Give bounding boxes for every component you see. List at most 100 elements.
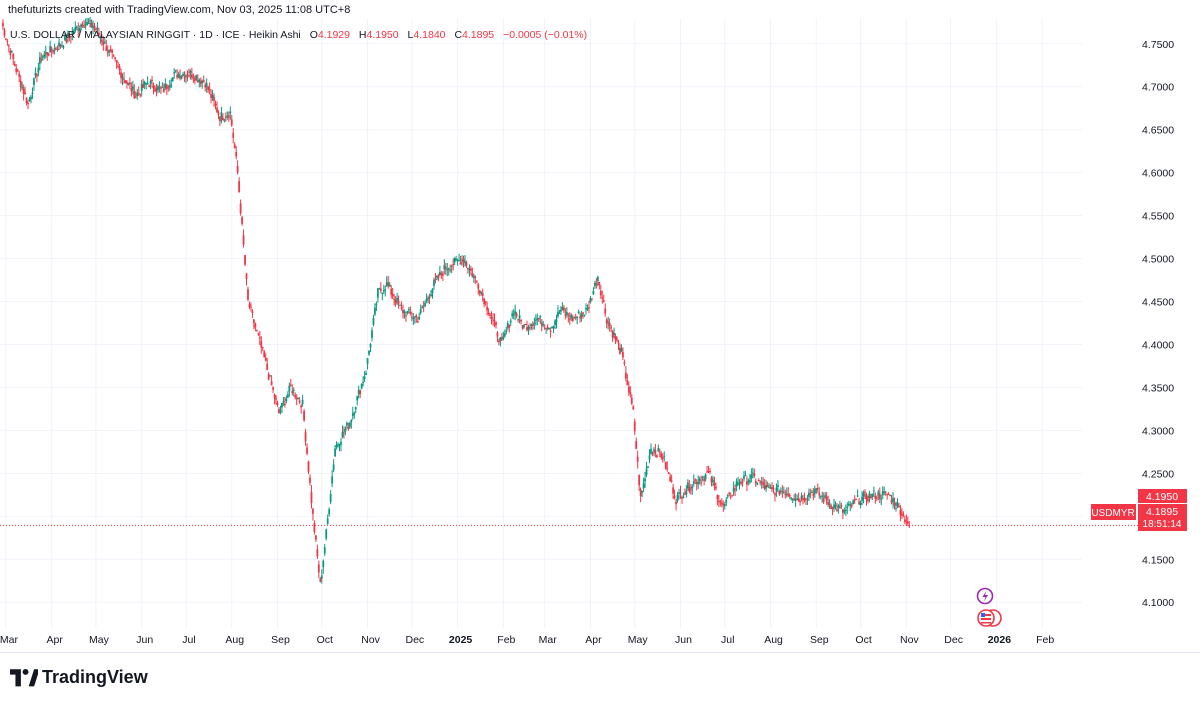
- candle-body: [348, 422, 351, 427]
- candle-body: [605, 319, 608, 324]
- candle-body: [623, 361, 626, 364]
- countdown-badge: 18:51:14: [1143, 519, 1182, 530]
- candle-body: [422, 305, 425, 307]
- high-value: 4.1950: [366, 29, 399, 41]
- candle-body: [868, 493, 871, 499]
- candle-body: [552, 326, 555, 328]
- candle-body: [816, 488, 819, 490]
- candle-body: [595, 282, 598, 286]
- candle-body: [354, 406, 357, 410]
- candle-body: [867, 498, 869, 502]
- candle-body: [270, 381, 273, 386]
- candle-body: [431, 288, 434, 293]
- candle-body: [533, 323, 536, 325]
- candle-body: [117, 66, 119, 68]
- candle-body: [202, 80, 205, 83]
- candle-body: [630, 397, 633, 404]
- candle-body: [40, 58, 43, 60]
- candle-body: [285, 398, 288, 402]
- candle-body: [400, 307, 403, 309]
- candle-body: [586, 308, 589, 310]
- candle-body: [410, 316, 413, 318]
- symbol-legend[interactable]: U.S. DOLLAR / MALAYSIAN RINGGIT · 1D · I…: [10, 29, 587, 41]
- candle-body: [353, 412, 356, 415]
- candle-body: [492, 319, 494, 321]
- candle-body: [717, 500, 720, 502]
- candle-body: [843, 510, 846, 513]
- candle-body: [103, 42, 106, 44]
- candle-body: [626, 380, 629, 386]
- candle-body: [601, 297, 604, 299]
- candle-body: [263, 351, 266, 358]
- symbol-description[interactable]: U.S. DOLLAR / MALAYSIAN RINGGIT · 1D · I…: [10, 29, 301, 41]
- candle-body: [286, 394, 289, 398]
- candle-body: [165, 84, 168, 89]
- candle-body: [754, 480, 757, 483]
- candle-body: [312, 508, 314, 514]
- candle-body: [874, 496, 877, 499]
- candle-body: [596, 276, 599, 281]
- candle-body: [279, 410, 282, 412]
- candle-body: [120, 72, 122, 78]
- candle-body: [303, 411, 305, 421]
- candle-body: [772, 488, 775, 490]
- candle-body: [740, 481, 742, 484]
- candle-body: [472, 275, 475, 279]
- candle-body: [560, 309, 562, 312]
- candle-body: [695, 481, 698, 485]
- candle-body: [580, 313, 583, 318]
- us-flag-icon[interactable]: [977, 609, 1002, 627]
- candle-body: [902, 513, 905, 515]
- candle-body: [22, 88, 25, 94]
- candle-body: [356, 396, 359, 401]
- candle-body: [382, 290, 385, 292]
- candle-body: [227, 115, 230, 118]
- candle-body: [205, 83, 208, 87]
- price-tick-label: 4.4000: [1142, 339, 1174, 351]
- time-tick-label: Apr: [585, 634, 602, 646]
- candle-body: [310, 491, 313, 504]
- candle-body: [182, 73, 184, 77]
- candle-body: [223, 119, 226, 121]
- candle-body: [777, 485, 779, 487]
- candle-body: [87, 22, 90, 24]
- candle-body: [667, 472, 670, 474]
- candle-body: [872, 490, 875, 492]
- candle-body: [604, 308, 607, 314]
- candle-body: [647, 466, 649, 468]
- candle-body: [98, 32, 100, 35]
- lightning-icon[interactable]: [976, 587, 994, 605]
- candle-body: [61, 45, 63, 47]
- candle-body: [889, 494, 892, 496]
- candle-body: [126, 81, 128, 84]
- candle-body: [264, 357, 267, 361]
- tradingview-logo[interactable]: TradingView: [10, 666, 148, 688]
- candle-body: [236, 166, 239, 173]
- candle-body: [369, 344, 372, 348]
- candle-body: [661, 457, 664, 459]
- candle-body: [503, 333, 506, 337]
- time-axis[interactable]: Mar Apr May Jun Jul Aug Sep Oct Nov Dec 2025 Feb Mar…: [0, 634, 1054, 646]
- candle-body: [9, 50, 12, 55]
- candle-body: [154, 88, 156, 92]
- candle-body: [490, 317, 493, 319]
- candle-body: [653, 449, 655, 451]
- candle-body: [363, 376, 366, 380]
- candle-body: [13, 63, 16, 66]
- candle-body: [220, 112, 223, 119]
- candle-body: [174, 70, 177, 72]
- candle-body: [447, 268, 450, 270]
- candle-body: [477, 284, 480, 289]
- candle-body: [582, 312, 584, 314]
- time-tick-label: Apr: [46, 634, 63, 646]
- symbol-badge-bg: [1091, 504, 1136, 520]
- chart-grid: [0, 18, 1082, 628]
- candle-body: [146, 82, 149, 84]
- candle-body: [657, 448, 660, 452]
- candle-body: [573, 316, 576, 318]
- candle-body: [735, 481, 738, 487]
- candle-body: [10, 51, 13, 53]
- candle-body: [278, 409, 280, 414]
- candle-body: [24, 93, 26, 95]
